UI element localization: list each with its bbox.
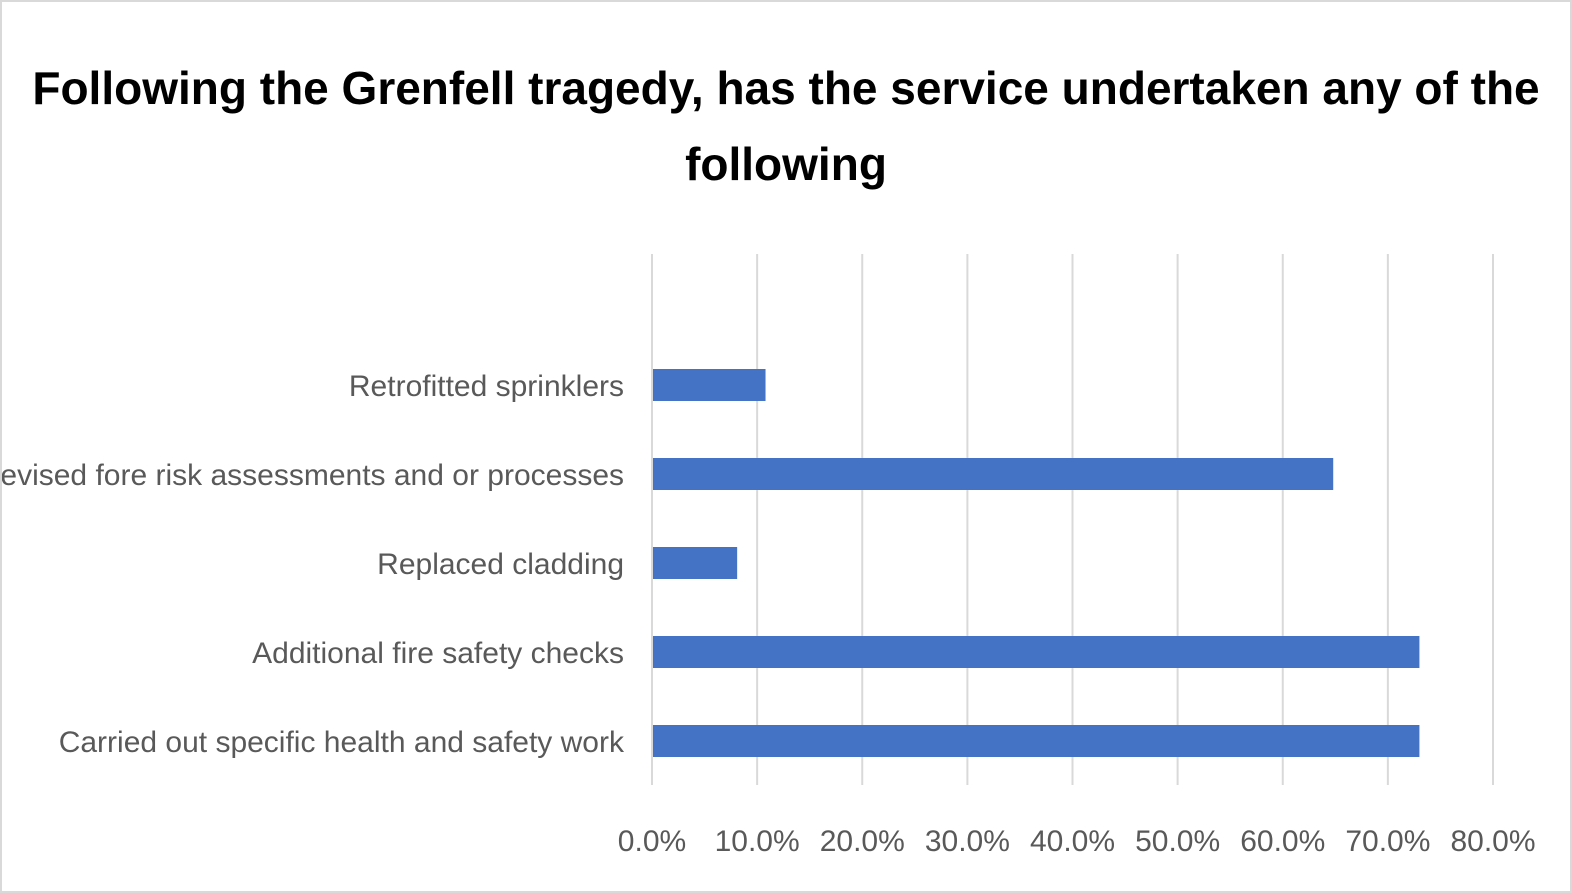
chart-title: Following the Grenfell tragedy, has the … — [32, 62, 1540, 190]
category-label: Retrofitted sprinklers — [349, 370, 624, 403]
x-tick-label: 20.0% — [820, 825, 905, 858]
x-tick-label: 60.0% — [1240, 825, 1325, 858]
bar — [653, 369, 766, 401]
bar — [653, 636, 1420, 668]
bar — [653, 458, 1334, 490]
x-tick-label: 50.0% — [1135, 825, 1220, 858]
category-labels: Retrofitted sprinklers Revised fore risk … — [2, 370, 625, 759]
bar — [653, 725, 1420, 757]
bars — [653, 369, 1420, 757]
gridlines — [651, 254, 1494, 785]
x-tick-label: 10.0% — [715, 825, 800, 858]
x-tick-label: 30.0% — [925, 825, 1010, 858]
category-label: Revised fore risk assessments and or pro… — [2, 459, 624, 492]
category-label: Additional fire safety checks — [252, 637, 624, 670]
x-tick-label: 80.0% — [1450, 825, 1535, 858]
x-tick-label: 70.0% — [1345, 825, 1430, 858]
category-label: Carried out specific health and safety w… — [59, 726, 625, 759]
x-tick-label: 40.0% — [1030, 825, 1115, 858]
x-tick-label: 0.0% — [618, 825, 686, 858]
x-axis-tick-labels: 0.0% 10.0% 20.0% 30.0% 40.0% 50.0% 60.0% 70.0% 8… — [618, 825, 1536, 858]
category-label: Replaced cladding — [377, 548, 624, 581]
bar — [653, 547, 738, 579]
